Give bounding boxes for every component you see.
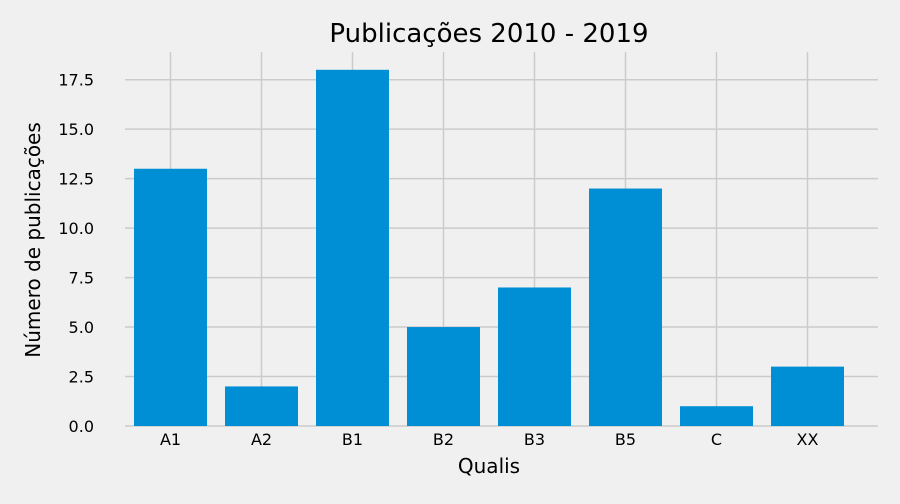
bar-xx (771, 366, 844, 426)
bar-b5 (589, 188, 662, 426)
y-axis-label: Número de publicações (21, 122, 45, 358)
x-tick-labels: A1 A2 B1 B2 B3 B5 C XX (160, 430, 819, 449)
x-tick-label: C (711, 430, 722, 449)
bars (134, 69, 844, 427)
x-tick-label: B5 (615, 430, 636, 449)
y-tick-label: 7.5 (69, 269, 94, 288)
x-tick-label: B3 (524, 430, 545, 449)
bar-c (680, 406, 753, 426)
x-axis-label: Qualis (458, 454, 520, 478)
bar-a1 (134, 168, 207, 426)
bar-b1 (316, 69, 389, 427)
y-tick-label: 10.0 (58, 219, 94, 238)
x-tick-label: XX (797, 430, 819, 449)
x-tick-label: B2 (433, 430, 454, 449)
bar-b3 (498, 287, 571, 426)
y-tick-labels: 0.0 2.5 5.0 7.5 10.0 12.5 15.0 17.5 (58, 71, 94, 436)
x-tick-label: A1 (160, 430, 181, 449)
x-tick-label: B1 (342, 430, 363, 449)
y-tick-label: 2.5 (69, 368, 94, 387)
y-tick-label: 0.0 (69, 417, 94, 436)
chart-title: Publicações 2010 - 2019 (329, 19, 648, 49)
y-tick-label: 15.0 (58, 120, 94, 139)
x-tick-label: A2 (251, 430, 272, 449)
bar-a2 (225, 386, 298, 426)
bar-b2 (407, 327, 480, 426)
y-tick-label: 5.0 (69, 318, 94, 337)
y-tick-label: 12.5 (58, 170, 94, 189)
y-tick-label: 17.5 (58, 71, 94, 90)
